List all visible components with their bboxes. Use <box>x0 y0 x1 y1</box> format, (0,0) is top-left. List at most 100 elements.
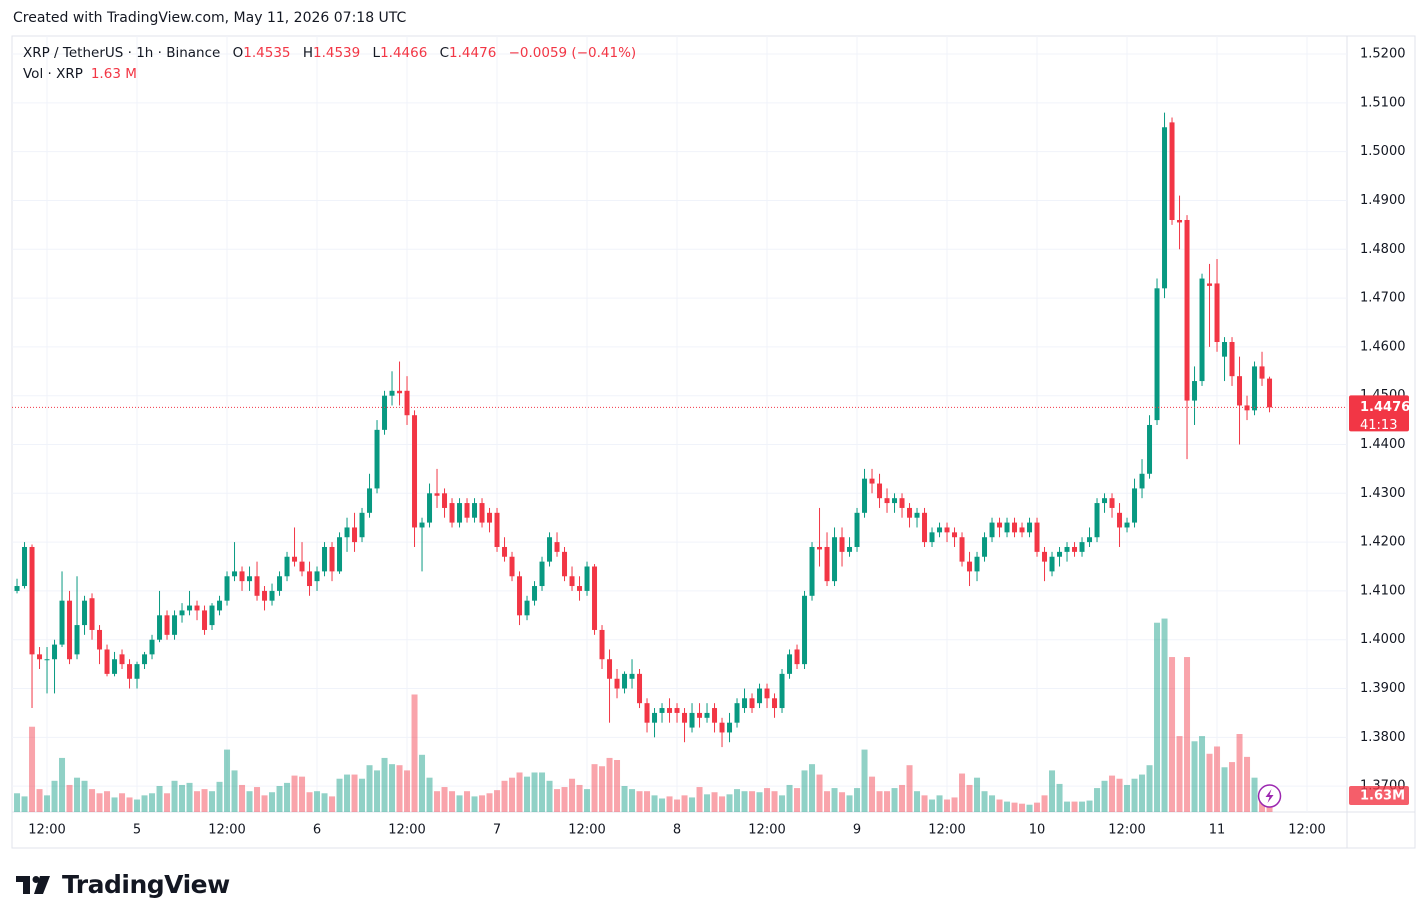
candle-body <box>172 615 178 635</box>
volume-bar <box>741 791 748 812</box>
candle-body <box>59 600 65 645</box>
volume-bar <box>59 757 66 812</box>
volume-bar <box>779 795 786 812</box>
volume-bar <box>29 726 36 812</box>
volume-bar <box>486 793 493 812</box>
candle-body <box>652 712 658 723</box>
high-label: H <box>302 45 313 61</box>
candle-body <box>667 708 673 713</box>
candle-body <box>52 644 58 660</box>
volume-bar <box>1124 784 1131 812</box>
volume-bar <box>816 774 823 812</box>
volume-bar <box>231 770 238 812</box>
candle-body <box>802 595 808 665</box>
volume-bar <box>659 798 666 812</box>
candle-body <box>344 527 350 538</box>
candle-body <box>479 503 485 523</box>
candle-body <box>1087 537 1093 543</box>
candle-body <box>869 478 875 484</box>
candle-body <box>937 527 943 533</box>
x-tick-label: 6 <box>313 823 321 838</box>
candle-body <box>1259 366 1265 379</box>
volume-bar <box>756 792 763 812</box>
candle-body <box>157 615 163 640</box>
volume-bar <box>134 799 141 812</box>
volume-legend: Vol · XRP 1.63 M <box>23 66 145 82</box>
volume-bar <box>1109 775 1116 812</box>
candle-body <box>704 712 710 718</box>
volume-bar <box>921 795 928 812</box>
candle-body <box>457 503 463 523</box>
volume-bar <box>81 780 88 812</box>
volume-bar <box>321 793 328 812</box>
candle-body <box>697 712 703 718</box>
replay-icon <box>1257 784 1282 808</box>
volume-bar <box>516 772 523 812</box>
volume-badge <box>1349 786 1409 806</box>
candle-body <box>1252 366 1258 411</box>
volume-bar <box>599 766 606 812</box>
volume-bar <box>1191 741 1198 812</box>
volume-bar <box>764 788 771 812</box>
candle-body <box>659 708 665 713</box>
candle-body <box>134 664 140 679</box>
volume-bar <box>996 799 1003 812</box>
candle-body <box>982 537 988 557</box>
candle-body <box>389 390 395 396</box>
candle-body <box>734 703 740 723</box>
volume-bar <box>1146 765 1153 812</box>
volume-bar <box>1169 657 1176 812</box>
volume-bar <box>681 795 688 812</box>
last-price-label: 1.4476 <box>1360 400 1410 415</box>
candle-body <box>1124 522 1130 528</box>
volume-bars <box>14 618 1273 812</box>
candle-body <box>899 498 905 508</box>
brand: TradingView <box>62 870 230 899</box>
volume-bar <box>1184 657 1191 812</box>
candle-body <box>487 512 493 523</box>
candle-body <box>629 673 635 679</box>
candle-body <box>74 625 80 655</box>
volume-bar <box>381 757 388 812</box>
candle-body <box>397 390 403 394</box>
volume-bar <box>1154 622 1161 812</box>
candle-body <box>164 615 170 635</box>
candle-body <box>509 556 515 577</box>
volume-bar <box>216 781 223 812</box>
volume-bar <box>651 795 658 812</box>
volume-bar <box>254 787 261 812</box>
volume-bar <box>1206 753 1213 812</box>
volume-bar <box>1094 788 1101 812</box>
volume-bar <box>696 787 703 812</box>
candle-body <box>772 698 778 709</box>
volume-bar <box>801 770 808 812</box>
candle-body <box>382 395 388 430</box>
candle-body <box>269 590 275 601</box>
candle-body <box>847 546 853 552</box>
volume-bar <box>846 795 853 812</box>
candle-body <box>562 551 568 577</box>
candle-body <box>1117 512 1123 528</box>
candle-body <box>1042 551 1048 562</box>
candle-body <box>1027 522 1033 533</box>
volume-bar <box>906 765 913 812</box>
volume-bar <box>891 788 898 812</box>
candle-body <box>554 542 560 552</box>
candle-body <box>284 556 290 577</box>
candle-body <box>1169 122 1175 220</box>
volume-bar <box>1004 801 1011 812</box>
y-tick-label: 1.4100 <box>1360 583 1406 598</box>
candle-body <box>217 600 223 611</box>
volume-bar <box>126 797 133 812</box>
y-tick-label: 1.4800 <box>1360 242 1406 257</box>
volume-bar <box>561 787 568 812</box>
candle-body <box>877 483 883 499</box>
candle-body <box>1244 405 1250 411</box>
candle-body <box>929 532 935 543</box>
candle-body <box>742 698 748 709</box>
volume-bar <box>591 764 598 812</box>
volume-bar <box>1221 767 1228 812</box>
candle-body <box>472 503 478 518</box>
volume-bar <box>1161 618 1168 812</box>
volume-bar <box>719 796 726 812</box>
